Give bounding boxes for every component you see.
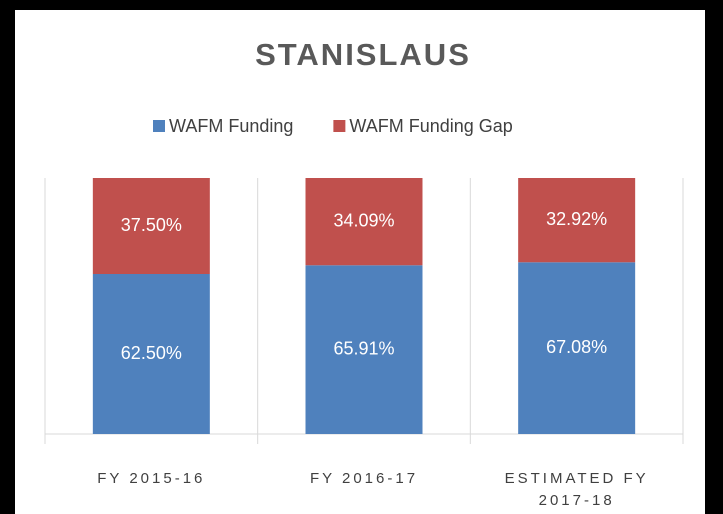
value-label: 62.50%	[121, 343, 182, 363]
x-tick-label: ESTIMATED FY 2017-18	[504, 470, 649, 509]
legend-label: WAFM Funding	[169, 116, 293, 136]
x-tick-label: FY 2015-16	[97, 470, 206, 487]
legend-label: WAFM Funding Gap	[349, 116, 512, 136]
bar-segment	[305, 265, 423, 434]
bar-segment	[92, 274, 210, 434]
chart-title: STANISLAUS	[255, 37, 471, 72]
value-label: 32.92%	[546, 209, 607, 229]
chart-area: STANISLAUS WAFM Funding WAFM Funding Gap 6…	[15, 10, 705, 514]
value-label: 37.50%	[121, 215, 182, 235]
bar-segment	[518, 262, 636, 434]
chart: STANISLAUS WAFM Funding WAFM Funding Gap 6…	[44, 37, 684, 444]
value-label: 34.09%	[333, 210, 394, 230]
value-label: 65.91%	[333, 338, 394, 358]
value-label: 67.08%	[546, 337, 607, 357]
bar-segment	[305, 178, 423, 266]
bar-segment	[518, 178, 636, 263]
x-tick-label: FY 2016-17	[309, 470, 419, 487]
bar-segment	[92, 178, 210, 274]
legend-swatch	[333, 120, 346, 132]
legend-swatch	[153, 120, 165, 132]
